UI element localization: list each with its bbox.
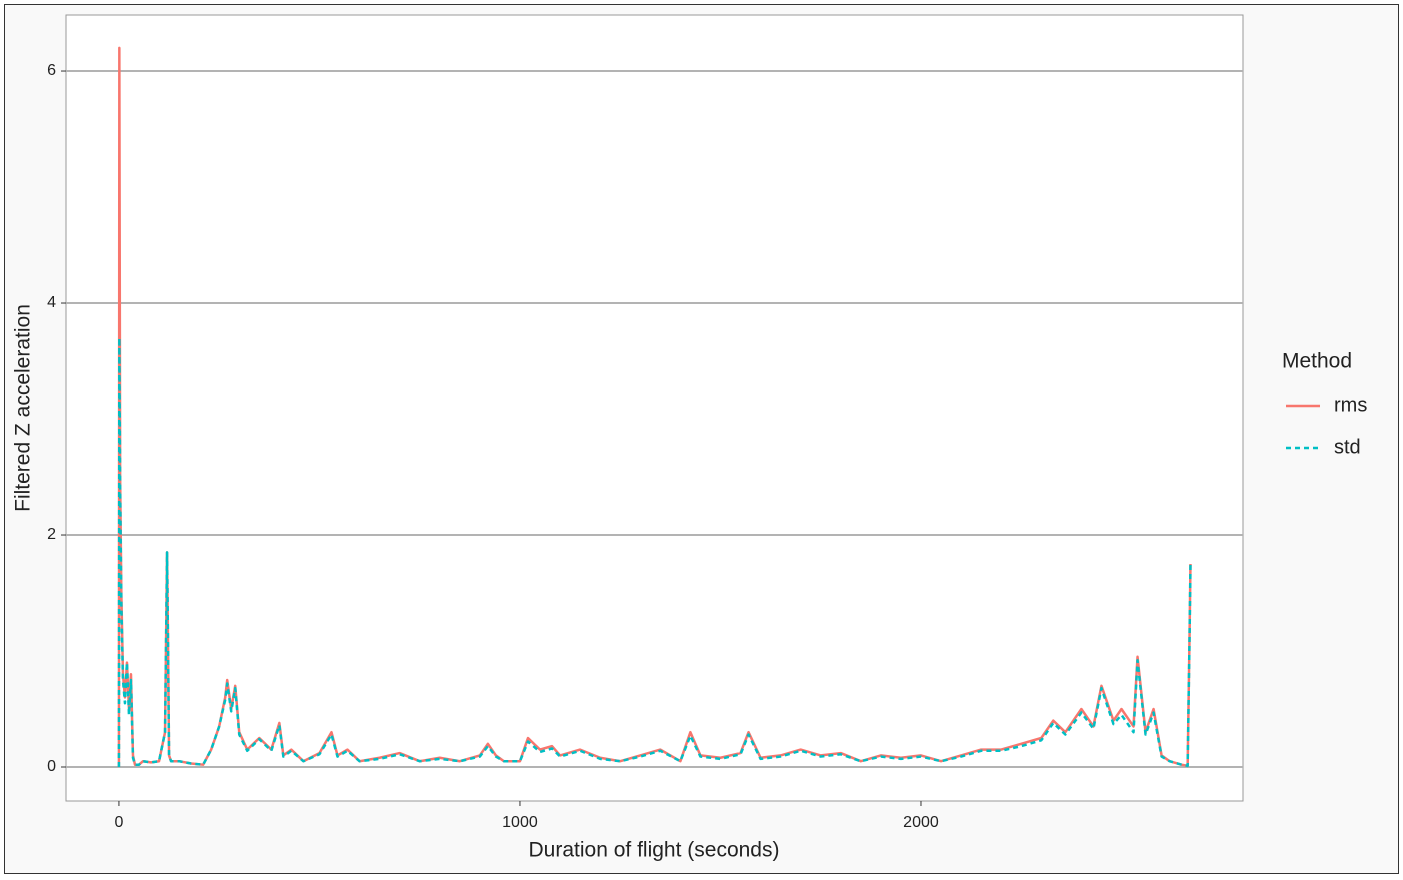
y-tick-label: 2 [47,526,56,543]
y-axis-label: Filtered Z acceleration [12,304,35,512]
x-tick-label: 2000 [903,814,939,831]
y-tick-label: 4 [47,294,56,311]
y-tick-label: 6 [47,62,56,79]
line-std [117,336,1192,768]
x-tick-label: 0 [114,814,123,831]
x-tick-label: 1000 [502,814,538,831]
legend-label: std [1334,436,1361,458]
legend-title: Method [1282,350,1352,373]
legend-label: rms [1334,394,1367,416]
plot-panel [65,14,1244,802]
y-tick-label: 0 [47,758,56,775]
x-axis-label: Duration of flight (seconds) [529,839,780,862]
